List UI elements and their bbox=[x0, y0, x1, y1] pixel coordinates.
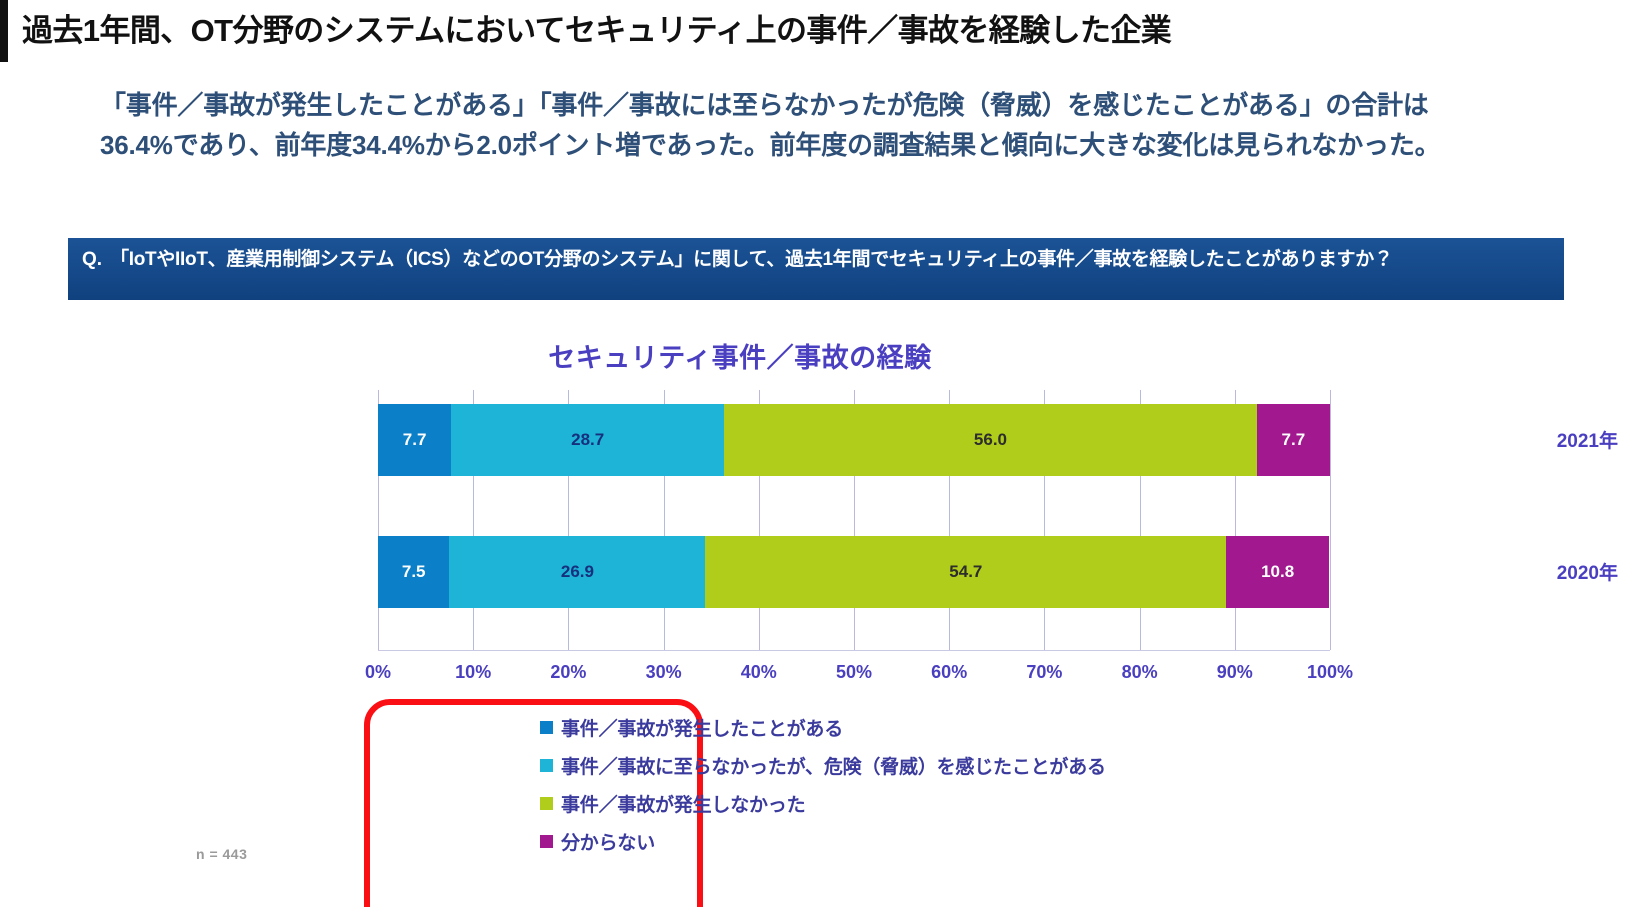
legend-label: 事件／事故に至らなかったが、危険（脅威）を感じたことがある bbox=[561, 757, 1106, 778]
x-axis-tick-label: 30% bbox=[645, 662, 682, 682]
legend-item[interactable]: 事件／事故が発生したことがある bbox=[540, 714, 1440, 741]
bar-segment: 7.7 bbox=[1256, 404, 1330, 476]
question-text: 「IoTやIIoT、産業用制御システム（ICS）などのOT分野のシステム」に関し… bbox=[110, 249, 1393, 270]
x-axis-tick-label: 20% bbox=[550, 662, 587, 682]
bar-value-label: 7.7 bbox=[402, 430, 427, 449]
question-marker: Q. bbox=[82, 249, 103, 270]
legend-item[interactable]: 分からない bbox=[540, 828, 1440, 855]
bar-segment: 10.8 bbox=[1226, 536, 1330, 608]
bar-segment: 28.7 bbox=[451, 404, 725, 476]
x-axis-tick-label: 60% bbox=[931, 662, 968, 682]
x-axis-tick-label: 70% bbox=[1026, 662, 1063, 682]
x-axis-tick-label: 50% bbox=[835, 662, 873, 682]
plot-area: 7.7 28.7 56.0 7.7 7.5 26.9 54.7 10.8 bbox=[378, 390, 1331, 650]
category-label-2021: 2021年 bbox=[1556, 431, 1618, 452]
legend-label: 分からない bbox=[561, 833, 656, 854]
bar-value-label: 7.5 bbox=[401, 562, 426, 581]
x-axis-tick-label: 10% bbox=[455, 662, 492, 682]
legend-swatch-icon bbox=[540, 721, 553, 734]
bar-value-label: 26.9 bbox=[560, 562, 594, 581]
question-banner: Q. 「IoTやIIoT、産業用制御システム（ICS）などのOT分野のシステム」… bbox=[68, 238, 1564, 300]
gridline bbox=[1330, 390, 1331, 650]
bar-segment: 7.5 bbox=[378, 536, 450, 608]
bar-value-label: 7.7 bbox=[1281, 430, 1306, 449]
x-axis-tick-label: 80% bbox=[1121, 662, 1158, 682]
x-axis-tick-label: 90% bbox=[1216, 662, 1253, 682]
chart-region: セキュリティ事件／事故の経験 7.7 28.7 56.0 7.7 7.5 26.9 54.… bbox=[0, 318, 1634, 907]
legend-item[interactable]: 事件／事故に至らなかったが、危険（脅威）を感じたことがある bbox=[540, 752, 1440, 779]
legend-item[interactable]: 事件／事故が発生しなかった bbox=[540, 790, 1440, 817]
headline-block: 過去1年間、OT分野のシステムにおいてセキュリティ上の事件／事故を経験した企業 bbox=[0, 0, 1634, 62]
lead-paragraph: 「事件／事故が発生したことがある」「事件／事故には至らなかったが危険（脅威）を感… bbox=[100, 90, 1441, 160]
bar-segment: 56.0 bbox=[724, 404, 1257, 476]
headline-accent-rule bbox=[0, 0, 8, 62]
bar-segment: 7.7 bbox=[378, 404, 452, 476]
bar-value-label: 10.8 bbox=[1261, 562, 1295, 581]
page-title: 過去1年間、OT分野のシステムにおいてセキュリティ上の事件／事故を経験した企業 bbox=[22, 12, 1172, 48]
bar-value-label: 28.7 bbox=[571, 430, 605, 449]
legend-swatch-icon bbox=[540, 759, 553, 772]
sample-size-label: n = 443 bbox=[196, 846, 248, 862]
x-axis-tick-label: 100% bbox=[1306, 662, 1354, 682]
x-axis-tick-label: 40% bbox=[740, 662, 777, 682]
chart-legend: 事件／事故が発生したことがある事件／事故に至らなかったが、危険（脅威）を感じたこ… bbox=[540, 714, 1440, 866]
chart-baseline bbox=[378, 650, 1330, 651]
legend-swatch-icon bbox=[540, 797, 553, 810]
bar-value-label: 56.0 bbox=[973, 430, 1008, 449]
chart-title: セキュリティ事件／事故の経験 bbox=[548, 343, 932, 373]
legend-label: 事件／事故が発生しなかった bbox=[561, 795, 806, 816]
table-row: 7.7 28.7 56.0 7.7 bbox=[378, 404, 1330, 476]
legend-label: 事件／事故が発生したことがある bbox=[561, 719, 844, 740]
x-axis-tick-label: 0% bbox=[364, 662, 392, 682]
legend-swatch-icon bbox=[540, 835, 553, 848]
bar-value-label: 54.7 bbox=[949, 562, 983, 581]
bar-segment: 26.9 bbox=[449, 536, 706, 608]
bar-segment: 54.7 bbox=[705, 536, 1227, 608]
category-label-2020: 2020年 bbox=[1556, 563, 1618, 584]
table-row: 7.5 26.9 54.7 10.8 bbox=[378, 536, 1330, 608]
